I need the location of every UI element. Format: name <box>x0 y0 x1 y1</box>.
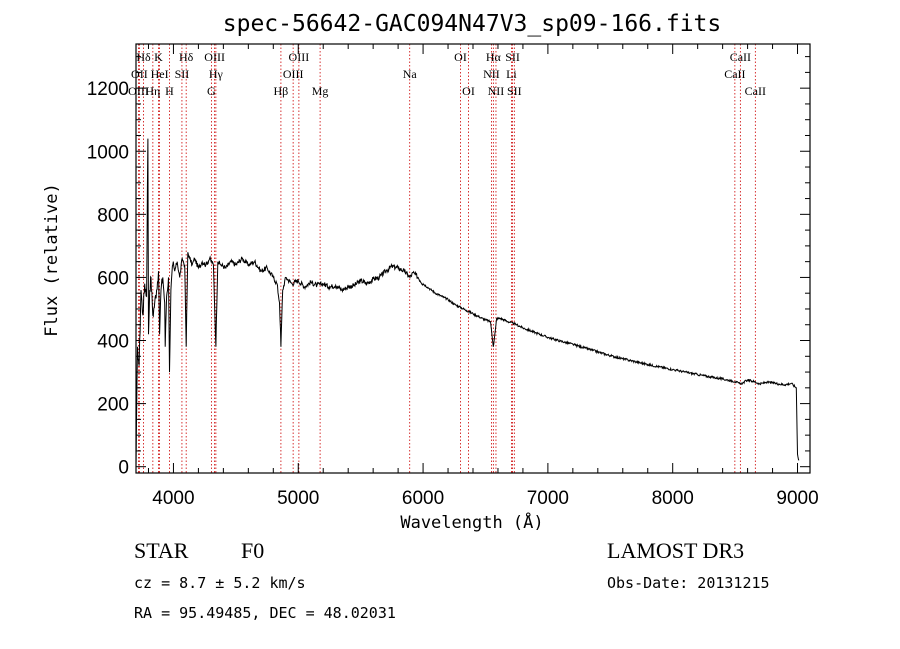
spectrum-line <box>135 138 800 467</box>
y-tick-label: 1000 <box>87 142 129 163</box>
spectral-line-label: G <box>207 84 216 98</box>
spectral-line-label: Mg <box>312 84 329 98</box>
spectral-line-label: SII <box>507 84 522 98</box>
obs-date: Obs-Date: 20131215 <box>607 574 770 592</box>
spectral-line-label: Na <box>403 67 418 81</box>
spectral-line-label: Li <box>506 67 517 81</box>
spectral-line-label: Hα <box>486 50 502 64</box>
spectral-line-label: HeI <box>151 67 169 81</box>
spectral-line-label: SII <box>505 50 520 64</box>
spectral-line-label: OIII <box>289 50 310 64</box>
spectral-line-label: Hδ <box>179 50 194 64</box>
plot-frame <box>135 43 811 474</box>
x-tick-label: 8000 <box>652 488 694 509</box>
x-tick-label: 7000 <box>527 488 569 509</box>
spectral-line-label: Hγ <box>209 67 224 81</box>
chart-title: spec-56642-GAC094N47V3_sp09-166.fits <box>223 11 722 37</box>
x-axis-ticks: 4000 5000 6000 7000 8000 9000 <box>147 44 819 509</box>
spectral-line-label: Hη <box>145 84 160 98</box>
y-tick-label: 1200 <box>87 79 129 100</box>
y-axis-label: Flux (relative) <box>42 183 62 337</box>
spectral-line-label: H <box>165 84 174 98</box>
redshift-cz: cz = 8.7 ± 5.2 km/s <box>134 574 306 592</box>
x-tick-label: 5000 <box>277 488 319 509</box>
x-axis-label: Wavelength (Å) <box>400 511 543 533</box>
x-tick-label: 4000 <box>152 488 194 509</box>
spectral-line-label: OI <box>454 50 467 64</box>
spectral-line-label: SII <box>175 67 190 81</box>
y-axis-ticks: 0 200 400 600 800 1000 1200 <box>87 56 810 479</box>
y-tick-label: 400 <box>97 332 129 353</box>
coordinates: RA = 95.49485, DEC = 48.02031 <box>134 604 396 622</box>
spectral-line-label: OIII <box>283 67 304 81</box>
spectral-line-label: Hδ <box>136 50 151 64</box>
spectral-line-label: OIII <box>128 84 149 98</box>
spectral-line-label: CaII <box>724 67 745 81</box>
survey-name: LAMOST DR3 <box>607 538 745 563</box>
y-tick-label: 0 <box>118 458 129 479</box>
x-tick-label: 9000 <box>776 488 818 509</box>
spectral-line-label: OI <box>462 84 475 98</box>
spectral-line-label: OII <box>131 67 148 81</box>
spectral-line-label: NII <box>483 67 500 81</box>
spectrum-series <box>135 138 800 467</box>
spectral-line-markers <box>138 44 756 473</box>
spectral-line-label: CaII <box>745 84 766 98</box>
spectral-line-label: CaII <box>730 50 751 64</box>
spectral-line-label: Hβ <box>274 84 289 98</box>
y-tick-label: 600 <box>97 268 129 289</box>
spectral-line-label: NII <box>488 84 505 98</box>
object-subclass: F0 <box>241 538 265 563</box>
spectral-line-label: K <box>154 50 163 64</box>
x-tick-label: 6000 <box>402 488 444 509</box>
spectral-line-label: OIII <box>204 50 225 64</box>
y-tick-label: 200 <box>97 395 129 416</box>
object-type: STAR <box>134 538 189 563</box>
y-tick-label: 800 <box>97 205 129 226</box>
